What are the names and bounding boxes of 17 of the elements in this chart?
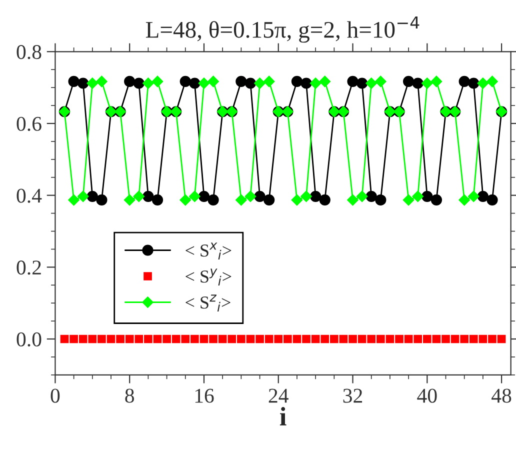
legend-label: < S$^{y}$$_{i}$>	[186, 268, 232, 286]
legend-label: < S$^{z}$$_{i}$>	[186, 294, 230, 312]
x-tick-label: 40	[417, 388, 437, 403]
x-tick-label: 48	[492, 388, 512, 403]
x-tick-label: 8	[125, 388, 134, 403]
chart-title: L=48, θ=0.15π, g=2, h=10$^{−4}$	[146, 16, 420, 43]
legend-label: < S$^{x}$$_{i}$>	[186, 242, 232, 260]
x-tick-label: 0	[50, 388, 60, 403]
y-tick-label: 0.8	[16, 45, 42, 60]
x-axis-title: i	[280, 407, 286, 426]
y-tick-label: 0.4	[16, 188, 42, 203]
y-tick-label: 0.2	[16, 260, 41, 275]
x-tick-label: 24	[268, 388, 288, 403]
y-tick-label: 0.6	[16, 116, 42, 131]
y-tick-label: 0.0	[16, 332, 42, 347]
x-tick-label: 16	[195, 388, 214, 403]
x-tick-label: 32	[343, 388, 362, 403]
